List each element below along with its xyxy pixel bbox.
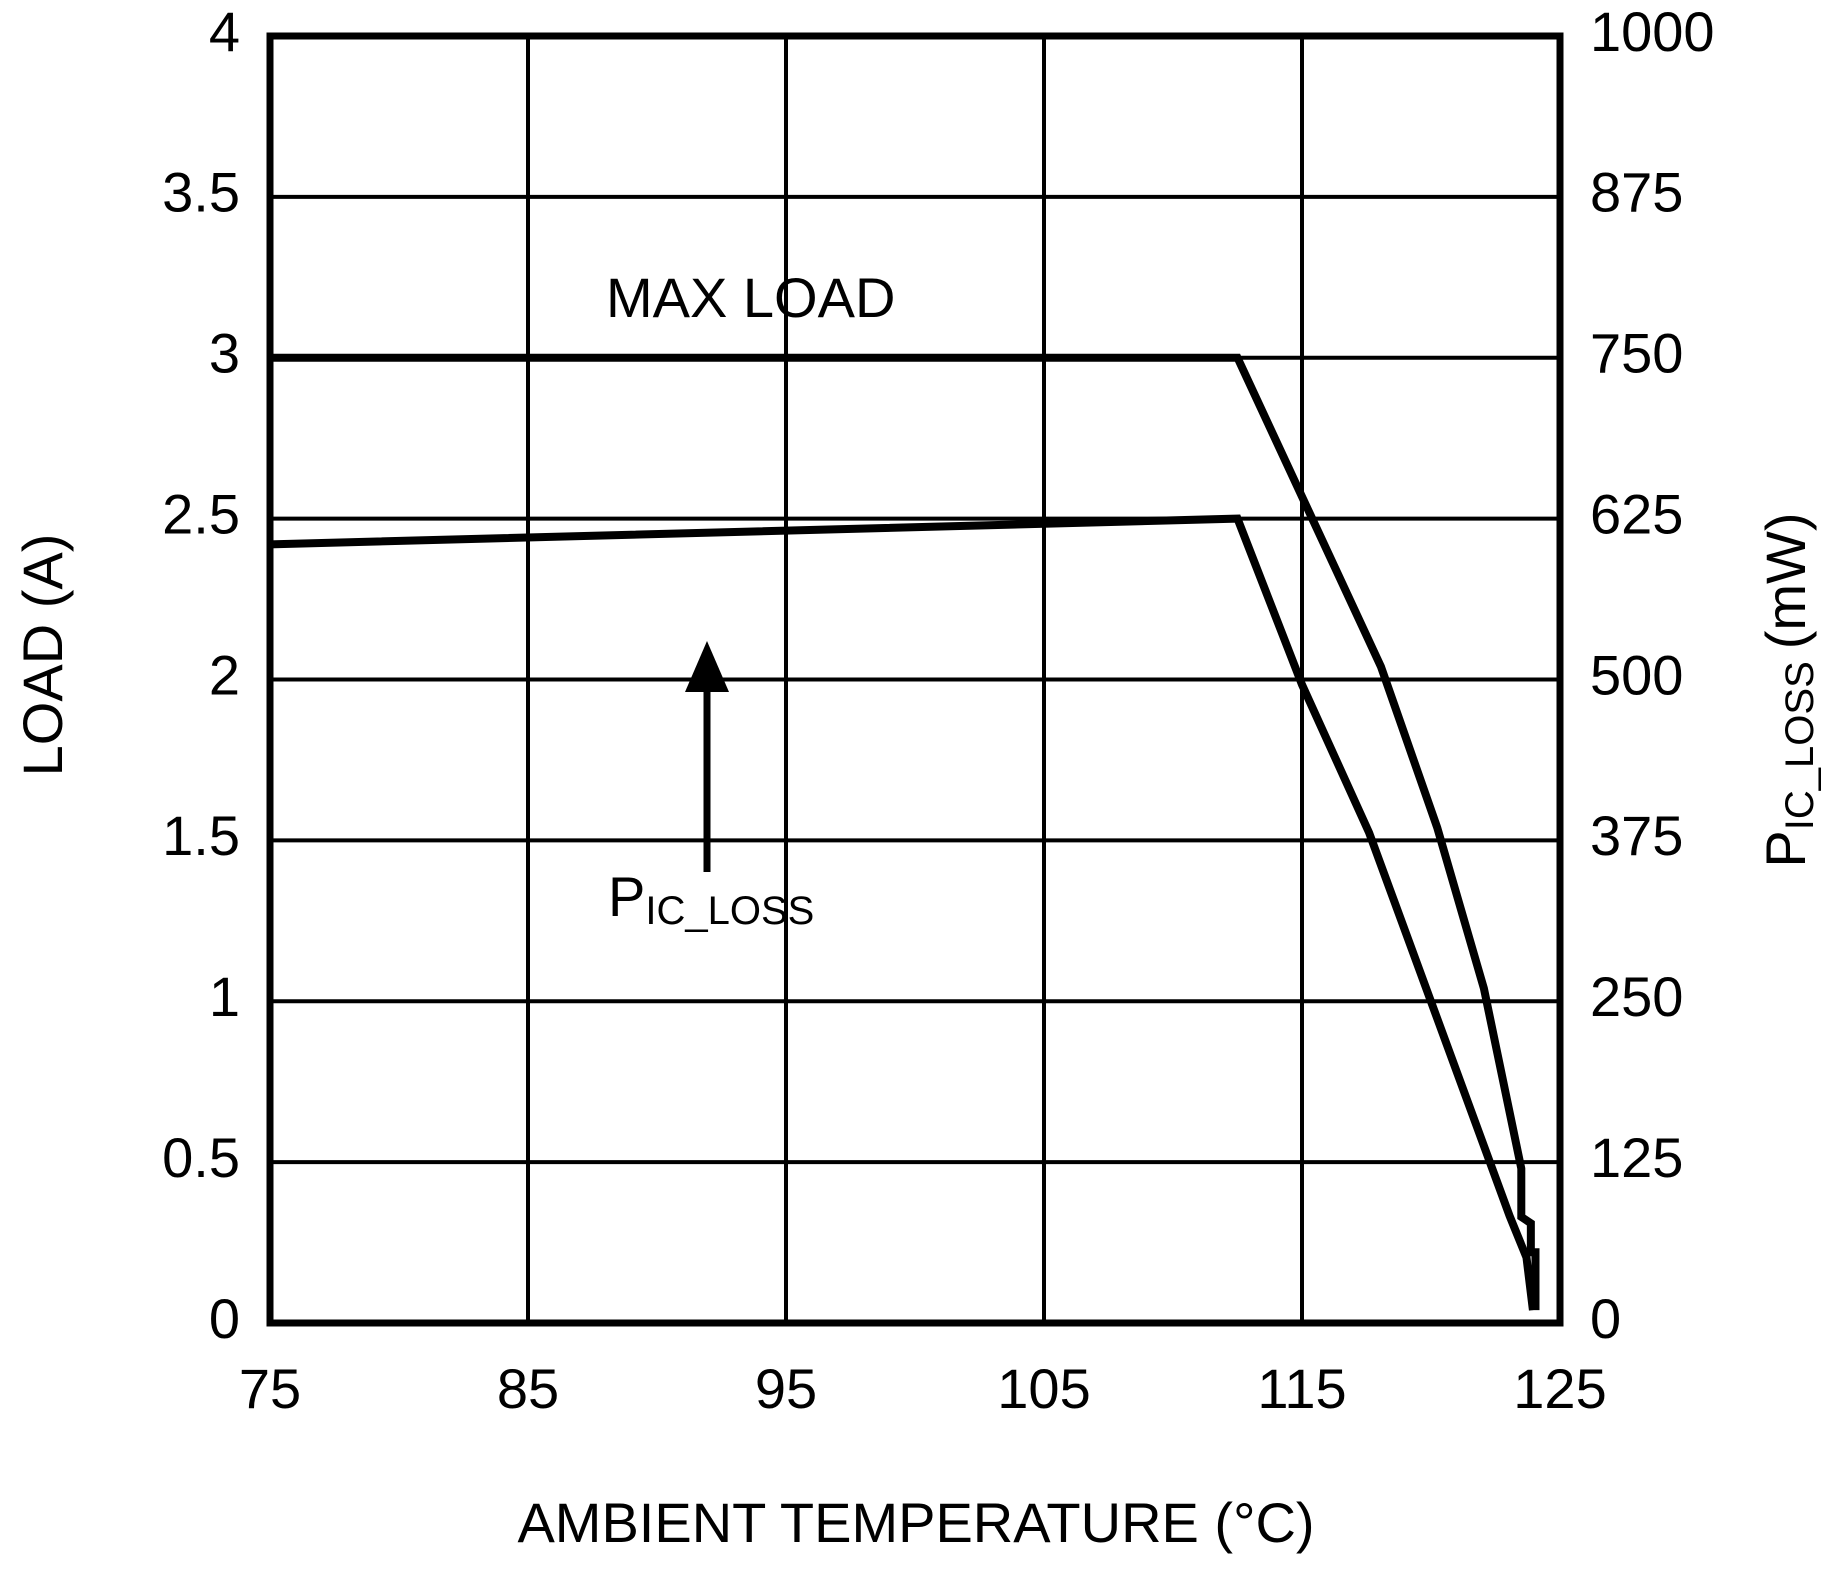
y2-title-sub: IC_LOSS [1778, 661, 1822, 830]
y2-tick-label: 500 [1590, 643, 1683, 706]
x-tick-label: 115 [1257, 1357, 1346, 1420]
x-tick-label: 75 [239, 1357, 301, 1420]
y-tick-label: 2 [209, 643, 240, 706]
y2-tick-label: 625 [1590, 482, 1683, 545]
plot-frame [266, 32, 1564, 1327]
y2-tick-label: 750 [1590, 322, 1683, 385]
y-tick-label: 2.5 [162, 482, 240, 545]
x-tick-label: 105 [997, 1357, 1090, 1420]
x-tick-label: 125 [1513, 1357, 1606, 1420]
y-axis-title: LOAD (A) [11, 534, 74, 777]
y2-tick-label: 1000 [1590, 0, 1715, 63]
x-tick-label: 95 [755, 1357, 817, 1420]
annotation: PIC_LOSS [608, 865, 814, 933]
y2-tick-label: 875 [1590, 161, 1683, 224]
y2-tick-label: 125 [1590, 1126, 1683, 1189]
annotation-main: P [608, 865, 645, 928]
y-tick-label: 0 [209, 1287, 240, 1350]
y2-title-main: P [1754, 830, 1817, 867]
y-tick-label: 4 [209, 0, 240, 63]
data-line [269, 514, 1537, 1311]
y2-title-unit: (mW) [1754, 512, 1817, 649]
y2-tick-label: 375 [1590, 804, 1683, 867]
y-tick-label: 1.5 [162, 804, 240, 867]
y-tick-label: 3.5 [162, 161, 240, 224]
y2-tick-label: 250 [1590, 965, 1683, 1028]
y2-tick-label: 0 [1590, 1287, 1621, 1350]
y-tick-label: 3 [209, 322, 240, 385]
y2-axis-title: PIC_LOSS (mW) [1754, 512, 1822, 867]
x-axis-title: AMBIENT TEMPERATURE (°C) [517, 1491, 1314, 1554]
y-tick-label: 1 [209, 965, 240, 1028]
annotation-sub: IC_LOSS [645, 889, 814, 933]
annotation-arrowhead [685, 641, 729, 692]
y-tick-label: 0.5 [162, 1126, 240, 1189]
series-label: MAX LOAD [606, 266, 895, 329]
x-tick-label: 85 [497, 1357, 559, 1420]
data-line [270, 353, 1540, 1311]
